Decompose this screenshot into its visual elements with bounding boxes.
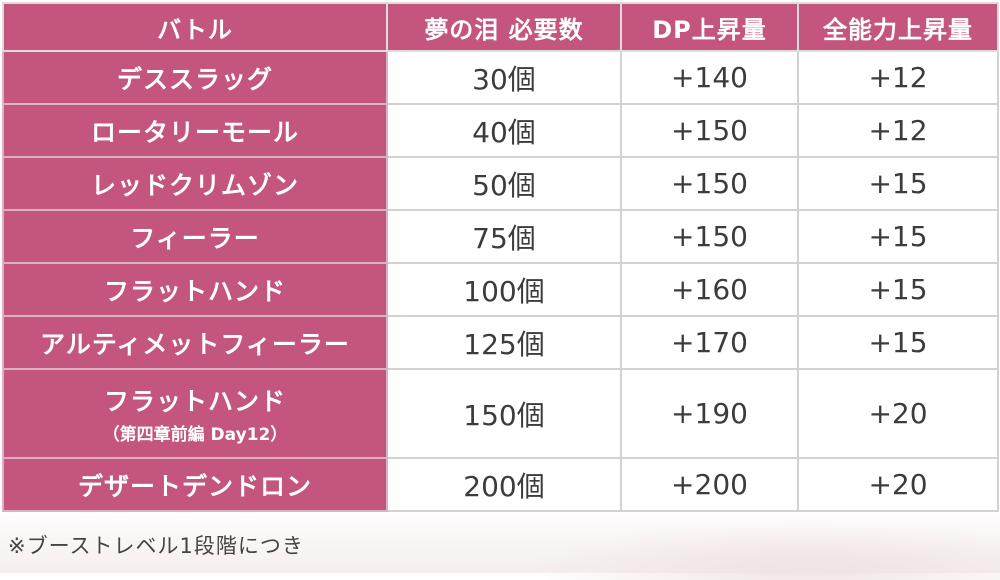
dp-increase: +160 xyxy=(620,262,799,317)
tears-required: 40個 xyxy=(386,103,622,158)
battle-name-cell: フラットハンド （第四章前編 Day12） xyxy=(2,368,388,459)
table-row: フラットハンド 100個 +160 +15 xyxy=(2,262,999,317)
header-battle: バトル xyxy=(2,2,388,52)
all-stats-increase: +12 xyxy=(797,103,999,158)
table-row: ロータリーモール 40個 +150 +12 xyxy=(2,103,999,158)
all-stats-increase: +15 xyxy=(797,262,999,317)
dp-increase: +150 xyxy=(620,209,799,264)
tears-required: 75個 xyxy=(386,209,622,264)
battle-chapter-note: （第四章前編 Day12） xyxy=(102,425,288,445)
tears-required: 100個 xyxy=(386,262,622,317)
all-stats-increase: +12 xyxy=(797,50,999,105)
table-row: デザートデンドロン 200個 +200 +20 xyxy=(2,457,999,512)
all-stats-increase: +20 xyxy=(797,457,999,512)
dp-increase: +170 xyxy=(620,315,799,370)
header-dp-increase: DP上昇量 xyxy=(620,2,799,52)
dp-increase: +200 xyxy=(620,457,799,512)
battle-name: デススラッグ xyxy=(2,50,388,105)
boost-requirements-table: バトル 夢の泪 必要数 DP上昇量 全能力上昇量 デススラッグ 30個 +140… xyxy=(2,2,999,512)
dp-increase: +190 xyxy=(620,368,799,459)
background-decoration xyxy=(520,520,1000,580)
battle-name: アルティメットフィーラー xyxy=(2,315,388,370)
table-row: アルティメットフィーラー 125個 +170 +15 xyxy=(2,315,999,370)
tears-required: 50個 xyxy=(386,156,622,211)
battle-name: フィーラー xyxy=(2,209,388,264)
header-all-stats-increase: 全能力上昇量 xyxy=(797,2,999,52)
tears-required: 200個 xyxy=(386,457,622,512)
all-stats-increase: +15 xyxy=(797,156,999,211)
dp-increase: +150 xyxy=(620,156,799,211)
footnote: ※ブーストレベル1段階につき xyxy=(8,534,304,558)
battle-name: ロータリーモール xyxy=(2,103,388,158)
tears-required: 125個 xyxy=(386,315,622,370)
tears-required: 150個 xyxy=(386,368,622,459)
battle-name: デザートデンドロン xyxy=(2,457,388,512)
dp-increase: +140 xyxy=(620,50,799,105)
tears-required: 30個 xyxy=(386,50,622,105)
all-stats-increase: +20 xyxy=(797,368,999,459)
table-row: レッドクリムゾン 50個 +150 +15 xyxy=(2,156,999,211)
table-row: フラットハンド （第四章前編 Day12） 150個 +190 +20 xyxy=(2,368,999,459)
all-stats-increase: +15 xyxy=(797,209,999,264)
battle-name: フラットハンド xyxy=(2,262,388,317)
header-tears-required: 夢の泪 必要数 xyxy=(386,2,622,52)
table-header-row: バトル 夢の泪 必要数 DP上昇量 全能力上昇量 xyxy=(2,2,999,52)
battle-name: レッドクリムゾン xyxy=(2,156,388,211)
dp-increase: +150 xyxy=(620,103,799,158)
all-stats-increase: +15 xyxy=(797,315,999,370)
table-row: フィーラー 75個 +150 +15 xyxy=(2,209,999,264)
table-row: デススラッグ 30個 +140 +12 xyxy=(2,50,999,105)
battle-name: フラットハンド xyxy=(103,387,286,416)
